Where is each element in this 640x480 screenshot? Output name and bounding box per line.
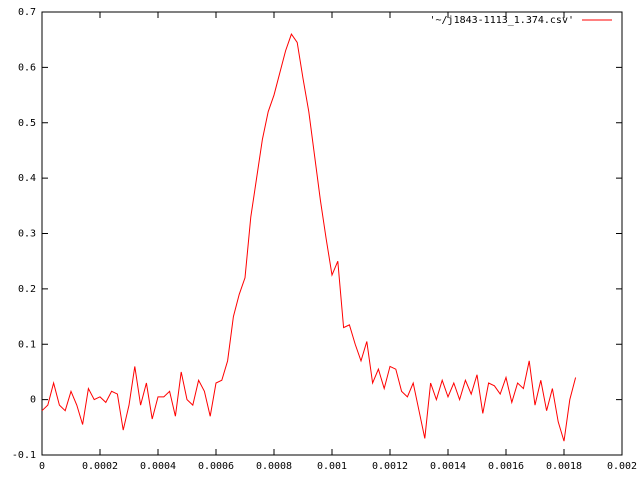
x-tick-label: 0.0012 (372, 461, 408, 472)
x-tick-label: 0 (39, 461, 45, 472)
x-tick-label: 0.0006 (198, 461, 234, 472)
y-tick-label: -0.1 (12, 450, 36, 461)
y-tick-label: 0.7 (18, 7, 36, 18)
y-tick-label: 0.5 (18, 118, 36, 129)
x-tick-label: 0.0002 (82, 461, 118, 472)
y-tick-label: 0 (30, 395, 36, 406)
x-tick-label: 0.001 (317, 461, 347, 472)
y-tick-label: 0.4 (18, 173, 36, 184)
x-tick-label: 0.002 (607, 461, 637, 472)
y-tick-label: 0.6 (18, 62, 36, 73)
x-tick-label: 0.0004 (140, 461, 176, 472)
y-tick-label: 0.1 (18, 339, 36, 350)
y-tick-label: 0.2 (18, 284, 36, 295)
plot-border (41, 11, 623, 456)
x-tick-label: 0.0014 (430, 461, 466, 472)
x-tick-label: 0.0008 (256, 461, 292, 472)
y-tick-label: 0.3 (18, 229, 36, 240)
legend-label: '~/j1843-1113_1.374.csv' (430, 15, 575, 26)
data-line (41, 33, 577, 442)
x-tick-label: 0.0018 (546, 461, 582, 472)
x-tick-label: 0.0016 (488, 461, 524, 472)
